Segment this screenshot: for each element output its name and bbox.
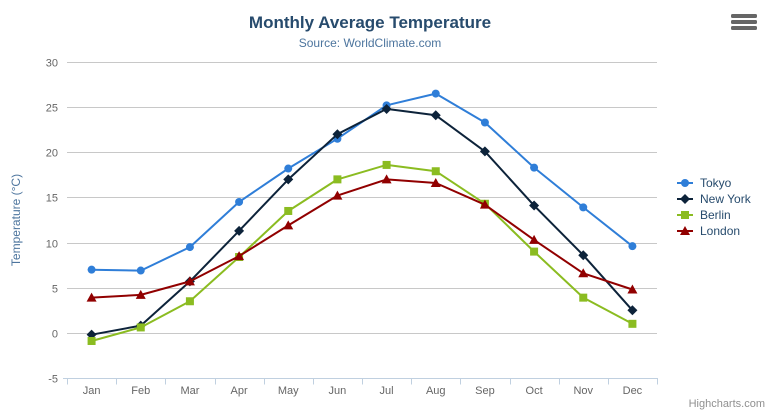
x-axis-label: Apr bbox=[231, 385, 248, 397]
y-axis-label: 30 bbox=[46, 58, 58, 70]
legend-circle-icon bbox=[677, 179, 693, 187]
series-london bbox=[86, 174, 638, 302]
legend-marker bbox=[680, 226, 690, 235]
data-point-marker bbox=[136, 323, 145, 332]
data-point-marker bbox=[627, 305, 638, 316]
data-point-marker bbox=[86, 292, 97, 302]
data-point-marker bbox=[135, 289, 146, 299]
x-axis-label: Oct bbox=[526, 385, 543, 397]
x-axis-label: Dec bbox=[623, 385, 643, 397]
data-point-marker bbox=[332, 190, 343, 200]
series-tokyo bbox=[87, 89, 637, 275]
x-axis-label: Jun bbox=[329, 385, 347, 397]
data-point-marker bbox=[578, 268, 589, 278]
data-point-marker bbox=[234, 225, 245, 236]
data-point-marker bbox=[430, 110, 441, 121]
data-point-marker bbox=[579, 203, 588, 212]
y-axis-label: 10 bbox=[46, 239, 58, 251]
data-point-marker bbox=[627, 284, 638, 294]
legend-marker bbox=[680, 194, 690, 204]
data-point-marker bbox=[185, 297, 194, 306]
credits-link[interactable]: Highcharts.com bbox=[688, 398, 765, 410]
hamburger-icon bbox=[731, 26, 757, 30]
legend-square-icon bbox=[677, 211, 693, 219]
data-point-marker bbox=[332, 129, 343, 140]
legend-marker bbox=[681, 211, 689, 219]
legend-label: Berlin bbox=[700, 208, 731, 222]
data-point-marker bbox=[87, 336, 96, 345]
y-axis-label: 20 bbox=[46, 148, 58, 160]
data-point-marker bbox=[381, 103, 392, 114]
x-axis-label: Jan bbox=[83, 385, 101, 397]
data-point-marker bbox=[185, 243, 194, 252]
y-axis-label: 5 bbox=[52, 284, 58, 296]
series-line-tokyo bbox=[90, 92, 634, 272]
chart-title: Monthly Average Temperature bbox=[248, 13, 492, 32]
legend-item-berlin[interactable]: Berlin bbox=[677, 207, 751, 223]
legend-item-new-york[interactable]: New York bbox=[677, 191, 751, 207]
hamburger-icon bbox=[731, 14, 757, 18]
data-point-marker bbox=[87, 265, 96, 274]
data-point-marker bbox=[430, 177, 441, 187]
series-line-berlin bbox=[90, 163, 634, 342]
series-line-london bbox=[90, 178, 634, 299]
chart-subtitle: Source: WorldClimate.com bbox=[298, 36, 442, 50]
legend-item-tokyo[interactable]: Tokyo bbox=[677, 175, 751, 191]
series-new-york bbox=[86, 103, 638, 340]
data-point-marker bbox=[431, 167, 440, 176]
data-point-marker bbox=[235, 197, 244, 206]
data-point-marker bbox=[234, 251, 245, 261]
data-point-marker bbox=[530, 247, 539, 256]
data-point-marker bbox=[283, 174, 294, 185]
hamburger-icon bbox=[731, 20, 757, 24]
legend-triangle-icon bbox=[677, 226, 693, 235]
data-point-marker bbox=[479, 146, 490, 157]
legend-diamond-icon bbox=[677, 194, 693, 204]
x-axis-label: Feb bbox=[131, 385, 150, 397]
data-point-marker bbox=[579, 293, 588, 302]
data-point-marker bbox=[628, 319, 637, 328]
data-point-marker bbox=[530, 163, 539, 172]
x-axis-label: Aug bbox=[426, 385, 446, 397]
data-point-marker bbox=[529, 234, 540, 244]
y-axis-label: 25 bbox=[46, 103, 58, 115]
data-point-marker bbox=[284, 164, 293, 173]
y-axis-label: 0 bbox=[52, 329, 58, 341]
data-point-marker bbox=[136, 266, 145, 275]
data-point-marker bbox=[382, 160, 391, 169]
data-point-marker bbox=[529, 200, 540, 211]
data-point-marker bbox=[479, 199, 490, 209]
context-menu-button[interactable] bbox=[731, 14, 757, 30]
data-point-marker bbox=[480, 118, 489, 127]
series-line-new-york bbox=[90, 107, 634, 336]
data-point-marker bbox=[284, 206, 293, 215]
data-point-marker bbox=[283, 220, 294, 230]
data-point-marker bbox=[578, 250, 589, 261]
y-axis-label: 15 bbox=[46, 193, 58, 205]
legend-marker bbox=[681, 179, 689, 187]
x-axis-label: Jul bbox=[380, 385, 394, 397]
data-point-marker bbox=[184, 276, 195, 286]
legend-item-london[interactable]: London bbox=[677, 223, 751, 239]
legend: Tokyo New York Berlin London bbox=[677, 175, 751, 239]
x-axis-label: Mar bbox=[180, 385, 199, 397]
data-point-marker bbox=[628, 242, 637, 251]
legend-label: Tokyo bbox=[700, 176, 732, 190]
data-point-marker bbox=[431, 89, 440, 98]
x-axis-label: Sep bbox=[475, 385, 495, 397]
legend-label: London bbox=[700, 224, 741, 238]
x-axis-label: May bbox=[278, 385, 299, 397]
y-axis-label: -5 bbox=[48, 374, 58, 386]
data-point-marker bbox=[381, 174, 392, 184]
x-axis-label: Nov bbox=[573, 385, 593, 397]
data-point-marker bbox=[333, 175, 342, 184]
legend-label: New York bbox=[700, 192, 751, 206]
